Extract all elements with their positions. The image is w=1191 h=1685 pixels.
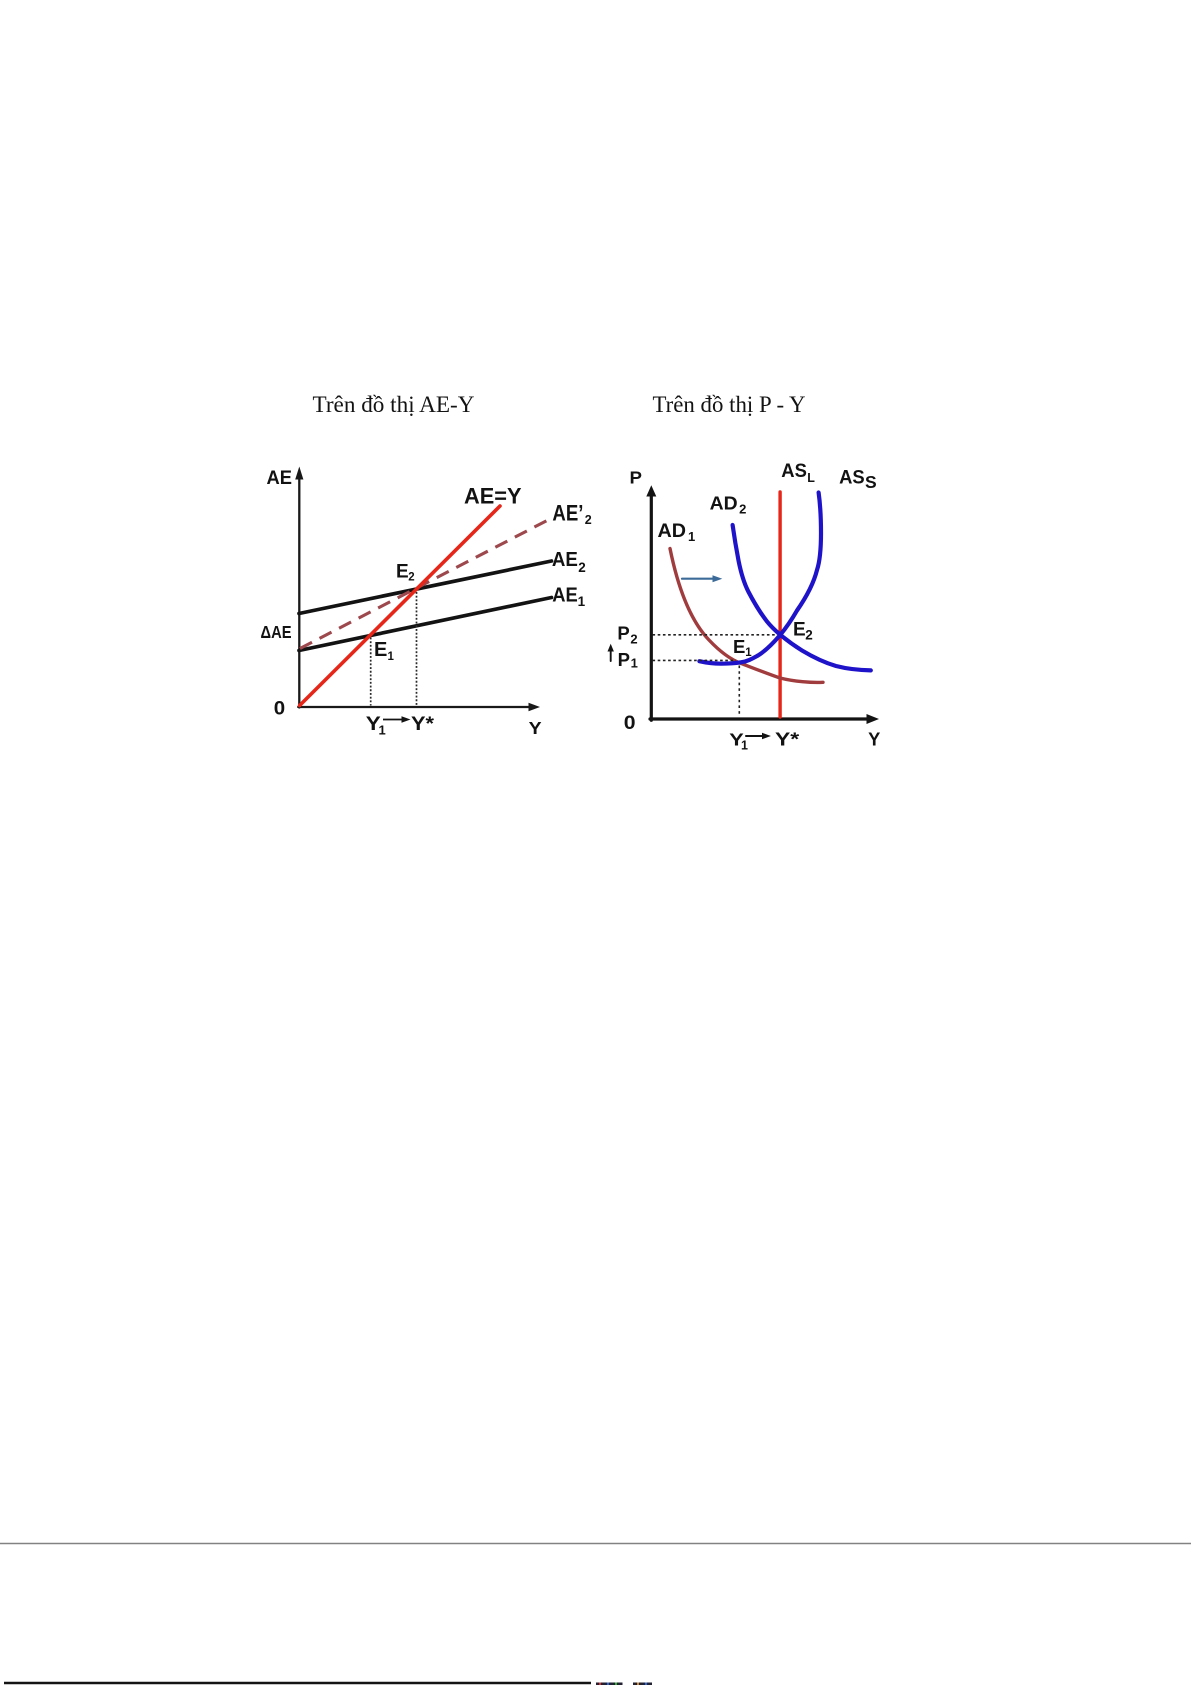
svg-text:AE: AE: [552, 585, 578, 607]
svg-text:0: 0: [624, 712, 636, 734]
svg-text:1: 1: [578, 594, 586, 609]
svg-text:AD: AD: [658, 521, 687, 542]
svg-text:1: 1: [745, 647, 752, 659]
svg-text:Trên đồ thị P - Y: Trên đồ thị P - Y: [653, 392, 806, 418]
svg-text:1: 1: [631, 656, 638, 671]
svg-text:2: 2: [408, 572, 414, 584]
svg-text:AE: AE: [267, 468, 293, 489]
svg-text:AS: AS: [781, 460, 807, 482]
svg-text:P: P: [618, 649, 630, 670]
svg-text:Y*: Y*: [411, 713, 434, 735]
svg-text:2: 2: [578, 560, 586, 575]
svg-text:P: P: [630, 467, 643, 487]
svg-text:E: E: [396, 562, 409, 583]
svg-text:2: 2: [585, 513, 592, 527]
svg-text:1: 1: [741, 739, 748, 753]
svg-text:E: E: [374, 639, 387, 661]
svg-text:Y*: Y*: [775, 728, 800, 749]
svg-text:2: 2: [805, 628, 813, 643]
svg-text:AD: AD: [710, 492, 738, 513]
svg-text:AE: AE: [552, 549, 578, 571]
svg-text:Y: Y: [529, 718, 542, 738]
svg-text:S: S: [865, 472, 877, 492]
svg-text:2: 2: [630, 632, 637, 647]
svg-text:E: E: [733, 636, 745, 657]
svg-text:1: 1: [379, 723, 386, 738]
svg-text:AE=Y: AE=Y: [464, 484, 522, 509]
svg-text:AE’: AE’: [552, 500, 583, 525]
svg-text:AS: AS: [839, 467, 865, 489]
svg-text:Y: Y: [868, 730, 880, 750]
svg-text:Y: Y: [366, 713, 381, 735]
svg-text:Y: Y: [729, 730, 744, 750]
svg-text:Trên đồ thị AE-Y: Trên đồ thị AE-Y: [313, 392, 475, 418]
svg-text:2: 2: [739, 502, 746, 517]
svg-text:E: E: [793, 619, 806, 640]
svg-text:1: 1: [388, 651, 395, 663]
svg-text:1: 1: [688, 529, 695, 544]
svg-text:P: P: [617, 623, 629, 644]
svg-text:0: 0: [274, 699, 285, 720]
svg-text:L: L: [807, 471, 815, 485]
svg-text:ΔAE: ΔAE: [261, 622, 292, 642]
